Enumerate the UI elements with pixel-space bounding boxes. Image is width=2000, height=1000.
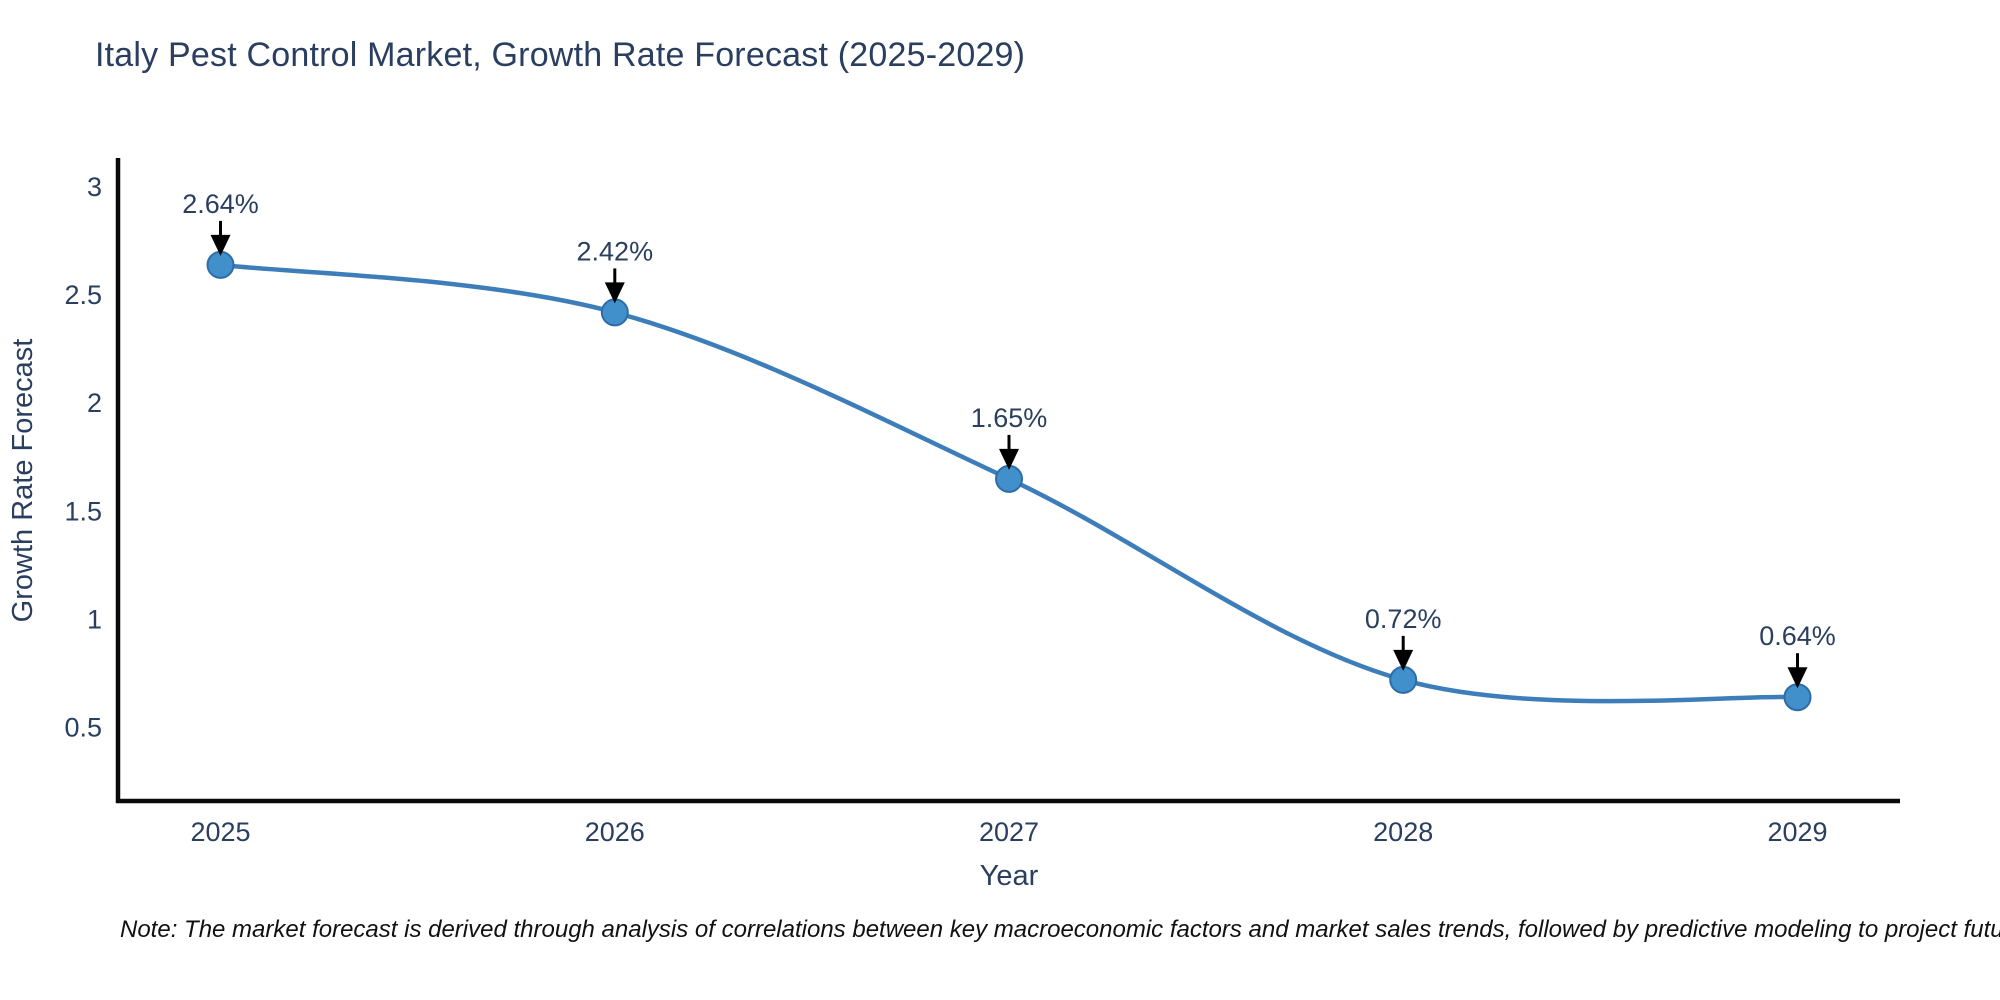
y-tick-label: 1 (87, 604, 102, 634)
point-value-label: 0.64% (1759, 621, 1836, 651)
footnote: Note: The market forecast is derived thr… (120, 916, 2000, 943)
x-tick-label: 2029 (1767, 817, 1827, 847)
annotation-arrowhead-icon (1787, 667, 1808, 689)
x-tick-label: 2025 (190, 817, 250, 847)
y-tick-label: 2.5 (64, 280, 102, 310)
annotation-arrowhead-icon (999, 448, 1019, 470)
y-tick-label: 0.5 (64, 713, 102, 743)
point-value-label: 2.64% (182, 189, 259, 219)
y-tick-label: 1.5 (64, 496, 102, 526)
point-value-label: 2.42% (577, 236, 654, 266)
x-tick-label: 2028 (1373, 817, 1433, 847)
x-axis-title: Year (980, 860, 1039, 892)
point-value-label: 1.65% (971, 403, 1048, 433)
annotation-arrowhead-icon (210, 234, 231, 256)
y-axis-title: Growth Rate Forecast (7, 339, 39, 623)
annotation-arrowhead-icon (1393, 649, 1414, 671)
x-tick-label: 2027 (979, 817, 1039, 847)
annotation-arrowhead-icon (604, 282, 625, 304)
x-tick-label: 2026 (585, 817, 645, 847)
y-tick-label: 3 (87, 172, 102, 202)
chart-title: Italy Pest Control Market, Growth Rate F… (95, 36, 1026, 74)
point-value-label: 0.72% (1365, 604, 1442, 634)
y-tick-label: 2 (87, 388, 102, 418)
